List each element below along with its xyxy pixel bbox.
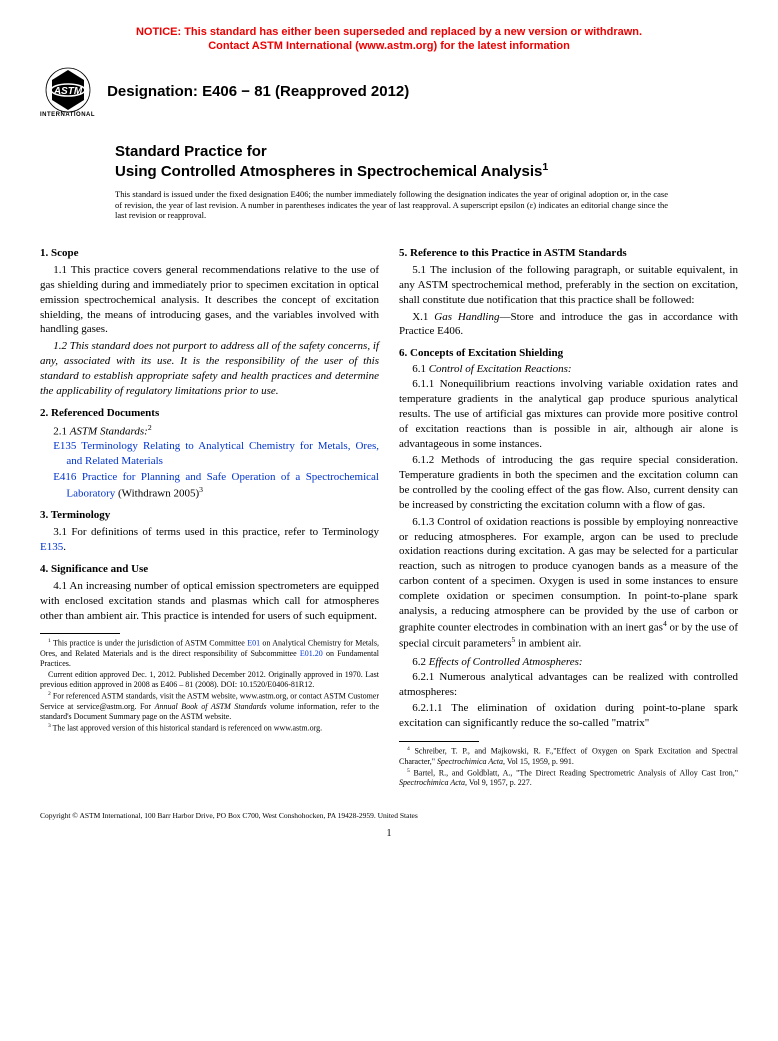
x1-label: X.1 [412,311,434,323]
ref-e416: E416 Practice for Planning and Safe Oper… [40,470,379,501]
fn5-b: , Vol 9, 1957, p. 227. [465,778,532,787]
s613a: 6.1.3 Control of oxidation reactions is … [399,516,738,634]
s2-sup: 2 [148,423,152,432]
title-pre: Standard Practice for [115,143,688,161]
para-6-2-1-1: 6.2.1.1 The elimination of oxidation dur… [399,701,738,731]
s3-post: . [63,541,66,553]
footnote-1: 1 This practice is under the jurisdictio… [40,638,379,669]
footnote-4: 4 Schreiber, T. P., and Majkowski, R. F.… [399,746,738,767]
left-column: 1. Scope 1.1 This practice covers genera… [40,239,379,789]
notice-line-2: Contact ASTM International (www.astm.org… [208,40,570,52]
footnote-2: 2 For referenced ASTM standards, visit t… [40,691,379,722]
fn5-i: Spectrochimica Acta [399,778,465,787]
designation-text: Designation: E406 − 81 (Reapproved 2012) [107,83,409,100]
title-block: Standard Practice for Using Controlled A… [115,143,688,181]
ref-e416-text[interactable]: Practice for Planning and Safe Operation… [66,471,379,500]
notice-banner: NOTICE: This standard has either been su… [40,25,738,54]
two-column-body: 1. Scope 1.1 This practice covers genera… [40,239,738,789]
footnote-rule-right [399,741,479,742]
footnote-rule-left [40,633,120,634]
para-3-1: 3.1 For definitions of terms used in thi… [40,525,379,555]
fn5-a: Bartel, R., and Goldblatt, A., "The Dire… [410,768,738,777]
para-4-1: 4.1 An increasing number of optical emis… [40,579,379,624]
para-6-2-1: 6.2.1 Numerous analytical advantages can… [399,670,738,700]
s6-2-label: 6.2 [412,656,429,668]
ref-e416-withdrawn: (Withdrawn 2005) [115,487,199,499]
section-5-head: 5. Reference to this Practice in ASTM St… [399,247,738,259]
footnote-3: 3 The last approved version of this hist… [40,723,379,734]
para-6-1-3: 6.1.3 Control of oxidation reactions is … [399,515,738,652]
fn2-i1: Annual Book of ASTM Standards [155,702,267,711]
right-column: 5. Reference to this Practice in ASTM St… [399,239,738,789]
section-3-head: 3. Terminology [40,509,379,521]
fn3-text: The last approved version of this histor… [51,723,322,732]
s613c: in ambient air. [515,638,581,650]
para-6-1: 6.1 Control of Excitation Reactions: [399,363,738,375]
notice-line-1: NOTICE: This standard has either been su… [136,26,642,38]
section-1-head: 1. Scope [40,247,379,259]
title-sup: 1 [542,161,548,173]
fn4-i: Spectrochimica Acta [437,757,503,766]
s6-2-italic: Effects of Controlled Atmospheres: [429,656,583,668]
para-x1: X.1 Gas Handling—Store and introduce the… [399,310,738,340]
page-container: NOTICE: This standard has either been su… [0,0,778,859]
para-1-1: 1.1 This practice covers general recomme… [40,263,379,337]
s3-pre: 3.1 For definitions of terms used in thi… [53,526,379,538]
astm-logo: ASTM INTERNATIONAL [40,66,95,118]
page-number: 1 [40,828,738,839]
issue-note: This standard is issued under the fixed … [115,189,668,221]
ref-e416-link[interactable]: E416 [53,471,76,483]
footnote-1-p2: Current edition approved Dec. 1, 2012. P… [40,670,379,690]
fn1-a: This practice is under the jurisdiction … [51,639,247,648]
s2-pre: 2.1 [53,425,70,437]
fn1-link2[interactable]: E01.20 [300,649,323,658]
ref-e416-sup: 3 [199,485,203,494]
ref-e135-text[interactable]: Terminology Relating to Analytical Chemi… [66,440,379,467]
s3-link[interactable]: E135 [40,541,63,553]
title-main-text: Using Controlled Atmospheres in Spectroc… [115,163,542,180]
astm-logo-icon: ASTM [44,66,92,114]
para-1-2: 1.2 This standard does not purport to ad… [40,339,379,398]
x1-italic: Gas Handling [434,311,499,323]
svg-text:ASTM: ASTM [52,86,82,97]
logo-label: INTERNATIONAL [40,112,95,118]
footnote-5: 5 Bartel, R., and Goldblatt, A., "The Di… [399,768,738,789]
fn1-link1[interactable]: E01 [247,639,260,648]
section-2-head: 2. Referenced Documents [40,407,379,419]
s6-1-label: 6.1 [412,363,429,375]
s2-label: ASTM Standards: [70,425,148,437]
s6-1-italic: Control of Excitation Reactions: [429,363,572,375]
ref-e135-link[interactable]: E135 [53,440,76,452]
para-6-2: 6.2 Effects of Controlled Atmospheres: [399,656,738,668]
para-6-1-1: 6.1.1 Nonequilibrium reactions involving… [399,377,738,451]
section-4-head: 4. Significance and Use [40,563,379,575]
para-2-1: 2.1 ASTM Standards:2 [40,423,379,438]
copyright-text: Copyright © ASTM International, 100 Barr… [40,811,738,820]
section-6-head: 6. Concepts of Excitation Shielding [399,347,738,359]
header-row: ASTM INTERNATIONAL Designation: E406 − 8… [40,66,738,118]
fn4-b: , Vol 15, 1959, p. 991. [503,757,574,766]
title-main: Using Controlled Atmospheres in Spectroc… [115,161,688,181]
para-5-1: 5.1 The inclusion of the following parag… [399,263,738,308]
para-6-1-2: 6.1.2 Methods of introducing the gas req… [399,453,738,512]
ref-e135: E135 Terminology Relating to Analytical … [40,439,379,469]
